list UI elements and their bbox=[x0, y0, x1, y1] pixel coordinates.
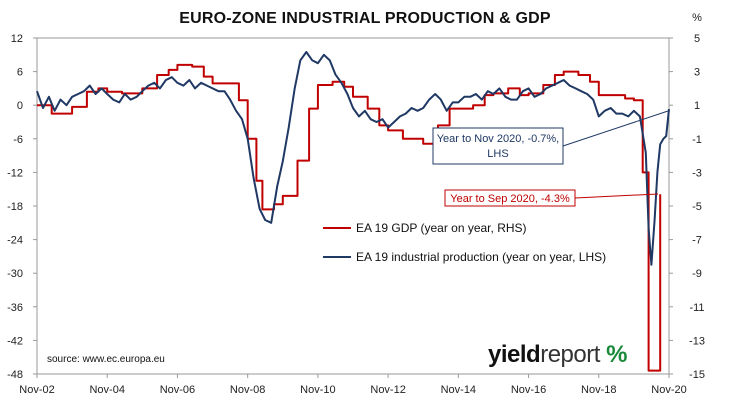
y-axis-left: 12 6 0 -6 -12 -18 -24 -30 -36 -42 -48 bbox=[7, 33, 37, 381]
annotation-gdp-text: Year to Sep 2020, -4.3% bbox=[450, 193, 570, 205]
y-left-tick-label: -12 bbox=[7, 167, 23, 179]
x-tick-label: Nov-08 bbox=[230, 384, 265, 396]
percent-icon: % bbox=[606, 341, 627, 368]
y-left-tick-label: -18 bbox=[7, 201, 23, 213]
yieldreport-logo: yieldreport % bbox=[488, 341, 627, 369]
y-axis-right: 5 3 1 -1 -3 -5 -7 -9 -11 -13 -15 bbox=[669, 33, 705, 381]
x-tick-label: Nov-12 bbox=[370, 384, 405, 396]
series-line-gdp bbox=[37, 63, 662, 372]
y-right-tick-label: -1 bbox=[692, 134, 702, 146]
y-right-tick-label: 3 bbox=[694, 67, 700, 79]
y-left-tick-label: 6 bbox=[17, 67, 23, 79]
x-tick-label: Nov-18 bbox=[581, 384, 616, 396]
y-right-tick-label: -7 bbox=[692, 235, 702, 247]
right-axis-unit: % bbox=[692, 12, 702, 24]
annotation-gdp-leader bbox=[574, 193, 659, 199]
y-left-tick-label: 12 bbox=[11, 33, 23, 45]
logo-word-yield: yield bbox=[488, 341, 541, 368]
y-left-tick-label: -42 bbox=[7, 335, 23, 347]
y-right-tick-label: 1 bbox=[694, 100, 700, 112]
y-right-tick-label: -3 bbox=[692, 167, 702, 179]
y-right-tick-label: -5 bbox=[692, 201, 702, 213]
annotation-gdp-box bbox=[444, 189, 576, 207]
y-left-tick-label: -24 bbox=[7, 235, 23, 247]
x-tick-label: Nov-14 bbox=[441, 384, 476, 396]
annotation-ip-leader bbox=[562, 110, 669, 147]
y-right-tick-label: -15 bbox=[689, 369, 705, 381]
x-tick-label: Nov-02 bbox=[19, 384, 54, 396]
legend-label-ip: EA 19 industrial production (year on yea… bbox=[356, 250, 606, 264]
y-right-tick-label: -11 bbox=[689, 302, 704, 314]
x-tick-label: Nov-06 bbox=[160, 384, 195, 396]
y-left-tick-label: 0 bbox=[17, 100, 23, 112]
y-right-tick-label: 5 bbox=[694, 33, 700, 45]
legend-label-gdp: EA 19 GDP (year on year, RHS) bbox=[356, 221, 527, 235]
annotation-ip: Year to Nov 2020, -0.7%, LHS bbox=[432, 110, 669, 165]
x-axis: Nov-02 Nov-04 Nov-06 Nov-08 Nov-10 Nov-12 Nov-… bbox=[19, 374, 687, 396]
x-tick-label: Nov-16 bbox=[511, 384, 546, 396]
chart-title: EURO-ZONE INDUSTRIAL PRODUCTION & GDP bbox=[179, 10, 551, 27]
source-note: source: www.ec.europa.eu bbox=[47, 354, 165, 365]
x-tick-label: Nov-10 bbox=[300, 384, 335, 396]
y-right-tick-label: -9 bbox=[692, 268, 702, 280]
annotation-ip-box bbox=[432, 127, 564, 165]
y-left-tick-label: -6 bbox=[13, 134, 23, 146]
series-layer bbox=[36, 51, 670, 372]
annotation-ip-text-2: LHS bbox=[487, 148, 508, 160]
x-tick-label: Nov-20 bbox=[651, 384, 686, 396]
legend: EA 19 GDP (year on year, RHS) EA 19 indu… bbox=[323, 221, 606, 264]
annotation-gdp: Year to Sep 2020, -4.3% bbox=[444, 189, 659, 207]
y-right-tick-label: -13 bbox=[689, 335, 705, 347]
y-left-tick-label: -36 bbox=[7, 302, 23, 314]
logo-word-report: report bbox=[540, 341, 600, 368]
annotation-ip-text-1: Year to Nov 2020, -0.7%, bbox=[437, 133, 560, 145]
x-tick-label: Nov-04 bbox=[89, 384, 124, 396]
y-left-tick-label: -30 bbox=[7, 268, 23, 280]
y-left-tick-label: -48 bbox=[7, 369, 23, 381]
series-line-industrial-production bbox=[36, 51, 670, 266]
